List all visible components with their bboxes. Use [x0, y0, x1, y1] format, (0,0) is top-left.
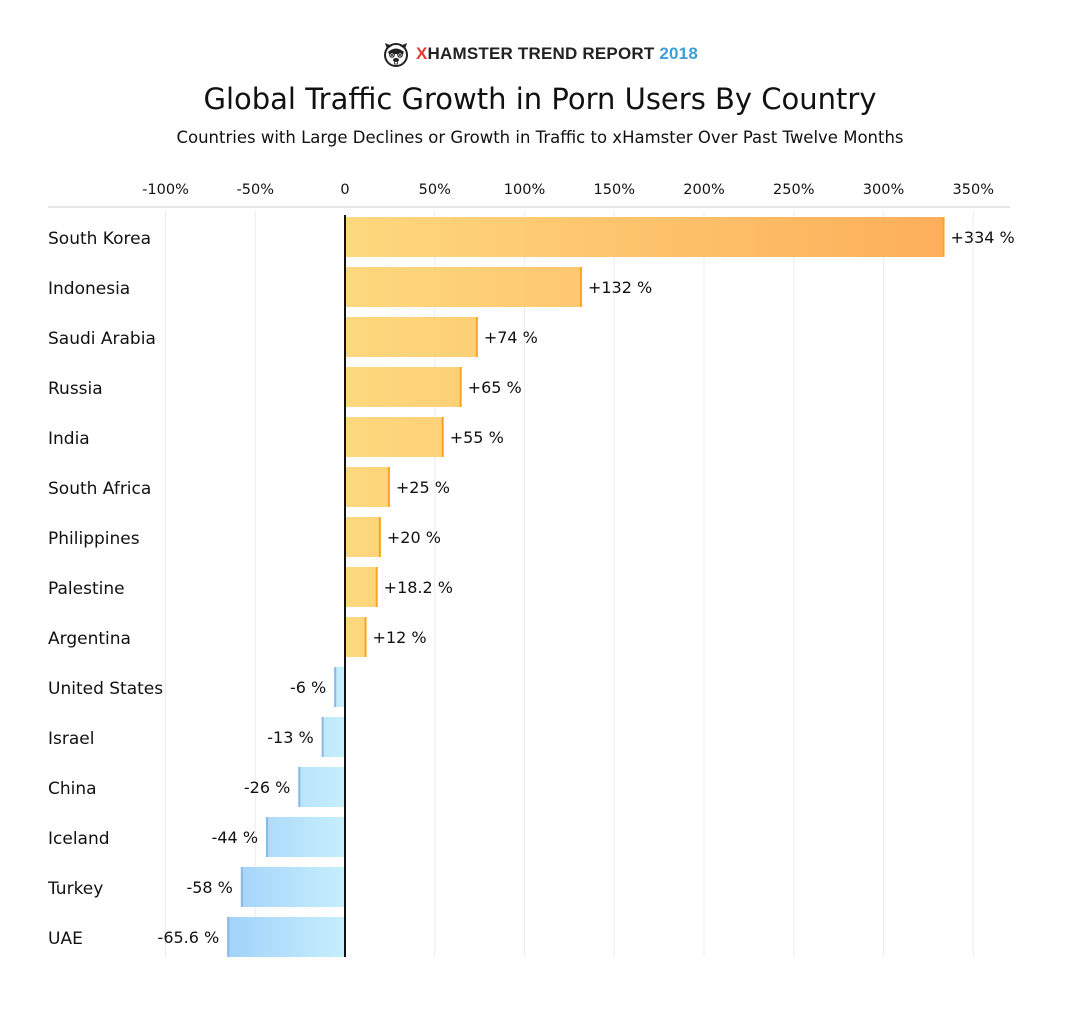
category-label: Indonesia: [48, 279, 130, 299]
bar: [345, 367, 462, 407]
category-label: Philippines: [48, 529, 140, 549]
value-label: +18.2 %: [384, 578, 453, 597]
x-tick-label: 100%: [504, 182, 545, 198]
category-label: Turkey: [47, 879, 103, 899]
category-label: Israel: [48, 729, 94, 749]
bar: [334, 667, 345, 707]
x-tick-label: 300%: [863, 182, 904, 198]
bar: [266, 817, 345, 857]
value-label: +132 %: [588, 278, 652, 297]
x-tick-label: -50%: [237, 182, 274, 198]
value-label: +25 %: [396, 478, 450, 497]
category-label: Russia: [48, 379, 103, 399]
category-labels: South Korea Indonesia Saudi Arabia Russia In…: [47, 229, 163, 949]
value-label: -6 %: [290, 678, 326, 697]
x-tick-label: 250%: [773, 182, 814, 198]
value-label: -58 %: [186, 878, 232, 897]
bar: [345, 617, 367, 657]
brand-x-letter: X: [415, 44, 428, 63]
hamster-mascot-icon: [383, 43, 408, 67]
bar: [321, 717, 345, 757]
category-label: UAE: [48, 929, 83, 949]
x-tick-label: 350%: [953, 182, 994, 198]
value-label: -26 %: [244, 778, 290, 797]
category-label: Palestine: [48, 579, 125, 599]
category-label: South Africa: [48, 479, 151, 499]
bar: [345, 267, 582, 307]
bar: [345, 417, 444, 457]
value-label: +12 %: [373, 628, 427, 647]
category-label: India: [48, 429, 90, 449]
x-axis-ticks: -100% -50% 0 50% 100% 150% 200% 250% 300% 350%: [142, 182, 994, 198]
brand-name: XHAMSTER TREND REPORT 2018: [416, 44, 698, 64]
bar: [298, 767, 345, 807]
x-tick-label: -100%: [142, 182, 189, 198]
value-labels: +334 % +132 % +74 % +65 % +55 % +25 % +20 % +18…: [158, 228, 1015, 947]
category-label: United States: [48, 679, 163, 699]
value-label: +334 %: [951, 228, 1015, 247]
category-label: Argentina: [48, 629, 131, 649]
x-tick-label: 200%: [683, 182, 724, 198]
value-label: +65 %: [468, 378, 522, 397]
bars: [227, 215, 945, 957]
x-tick-label: 50%: [419, 182, 451, 198]
chart-title: Global Traffic Growth in Porn Users By C…: [203, 82, 877, 116]
category-label: China: [48, 779, 97, 799]
x-tick-label: 0: [340, 182, 349, 198]
x-tick-label: 150%: [594, 182, 635, 198]
bar: [345, 517, 381, 557]
brand-title: HAMSTER TREND REPORT: [427, 44, 655, 63]
bar: [227, 917, 345, 957]
category-label: Iceland: [48, 829, 110, 849]
value-label: -13 %: [267, 728, 313, 747]
brand-header: XHAMSTER TREND REPORT 2018: [0, 40, 1080, 68]
chart-subtitle: Countries with Large Declines or Growth …: [176, 128, 904, 147]
bar: [345, 317, 478, 357]
value-label: +74 %: [484, 328, 538, 347]
bar: [240, 867, 345, 907]
value-label: +20 %: [387, 528, 441, 547]
value-label: +55 %: [450, 428, 504, 447]
bar: [345, 217, 945, 257]
category-label: South Korea: [48, 229, 151, 249]
brand-year: 2018: [659, 44, 698, 63]
bar: [345, 467, 390, 507]
bar: [345, 567, 378, 607]
value-label: -44 %: [212, 828, 258, 847]
category-label: Saudi Arabia: [48, 329, 156, 349]
value-label: -65.6 %: [158, 928, 220, 947]
grid-lines: [48, 206, 1010, 957]
